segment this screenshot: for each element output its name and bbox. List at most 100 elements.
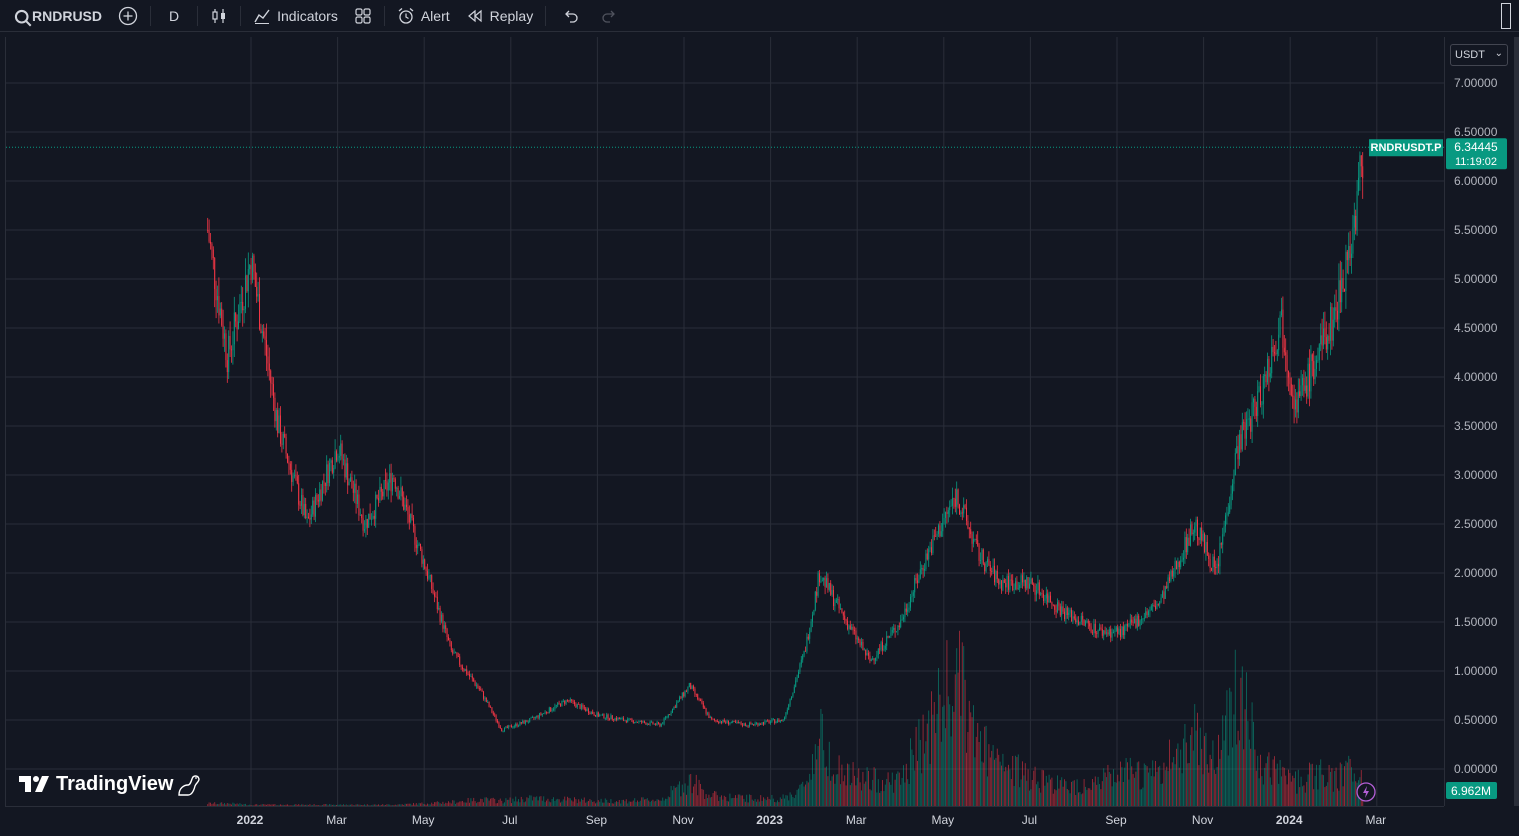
candle-body (709, 717, 711, 719)
volume-bar (404, 803, 406, 806)
replay-button[interactable]: Replay (458, 0, 542, 32)
candle-body (1115, 627, 1117, 631)
volume-bar (784, 798, 785, 806)
volume-bar (779, 797, 781, 806)
chart-pane[interactable]: RNDRUSDT.P (5, 37, 1445, 806)
volume-bar (912, 754, 914, 806)
indicators-label: Indicators (277, 7, 338, 24)
candle-body (1024, 579, 1026, 589)
compare-symbol-button[interactable] (110, 0, 146, 32)
search-icon (14, 9, 32, 26)
candle-body (240, 301, 242, 303)
chart-type-button[interactable] (202, 0, 236, 32)
volume-bar (960, 715, 962, 806)
candle-body (786, 709, 788, 713)
layouts-button[interactable] (346, 0, 380, 32)
candle-body (781, 720, 783, 721)
candle-body (1260, 386, 1261, 405)
indicators-button[interactable]: Indicators (245, 0, 346, 32)
volume-bar (1108, 771, 1110, 806)
volume-bar (1275, 769, 1277, 806)
candle-body (606, 714, 608, 718)
candle-body (637, 721, 638, 723)
volume-bar (1331, 768, 1333, 806)
undo-button[interactable] (550, 0, 592, 32)
side-scrollbar[interactable] (1514, 37, 1519, 806)
lightning-icon[interactable] (1356, 782, 1376, 802)
volume-bar (1120, 761, 1121, 806)
candle-body (243, 308, 245, 311)
volume-bar (942, 706, 944, 806)
volume-bar (508, 799, 510, 806)
volume-bar (718, 800, 720, 806)
volume-bar (492, 797, 494, 806)
volume-bar (1181, 773, 1183, 806)
maximize-button[interactable] (1501, 0, 1519, 32)
candle-body (847, 620, 848, 629)
volume-bar (861, 790, 862, 806)
candle-body (749, 722, 750, 727)
volume-bar (1215, 773, 1217, 806)
volume-bar (371, 805, 372, 806)
volume-bar (726, 800, 728, 806)
volume-bar (586, 801, 588, 806)
volume-bar (214, 802, 216, 806)
price-axis[interactable]: 7.00000 6.50000 6.00000 5.50000 5.00000 4.500… (1444, 37, 1519, 806)
candle-body (596, 712, 598, 717)
candle-body (315, 494, 316, 517)
volume-bar (785, 795, 787, 806)
candle-body (875, 657, 876, 661)
candle-body (247, 269, 249, 292)
candle-body (483, 691, 484, 699)
volume-bar (901, 777, 903, 806)
candle-body (600, 714, 602, 716)
candle-body (1050, 595, 1051, 603)
candle-body (1090, 626, 1092, 633)
volume-bar (894, 779, 896, 806)
price-chart[interactable]: RNDRUSDT.P (6, 37, 1445, 806)
candle-body (723, 719, 725, 722)
volume-bar (749, 794, 750, 806)
volume-bar (817, 745, 819, 806)
candle-body (1286, 355, 1288, 371)
volume-bar (1243, 749, 1245, 806)
volume-bar (1146, 766, 1148, 806)
candle-body (604, 717, 606, 719)
volume-bar (310, 805, 312, 806)
candle-body (228, 335, 230, 373)
candle-body (352, 488, 354, 493)
candle-body (757, 723, 759, 726)
candle-body (355, 483, 357, 505)
volume-bar (571, 800, 573, 806)
redo-button[interactable] (592, 0, 626, 32)
volume-bar (925, 741, 927, 806)
volume-bar (1208, 772, 1210, 806)
candle-body (1055, 609, 1057, 613)
candle-body (298, 483, 300, 505)
currency-select[interactable]: USDT ⌄ (1450, 44, 1508, 66)
candle-body (1125, 623, 1127, 627)
interval-button[interactable]: D (155, 0, 193, 32)
volume-bar (858, 768, 860, 806)
candle-body (838, 599, 840, 609)
candle-body (383, 479, 385, 497)
candle-body (386, 480, 388, 491)
undo-icon (562, 7, 580, 25)
candle-body (1309, 363, 1310, 392)
volume-bar (1005, 766, 1007, 806)
volume-bar (599, 801, 601, 806)
candle-body (1111, 632, 1113, 638)
symbol-search-button[interactable]: RNDRUSD (0, 0, 110, 32)
candle-body (463, 668, 465, 671)
volume-bar (984, 726, 986, 806)
volume-bar (578, 799, 580, 806)
time-axis[interactable]: 2022 Mar May Jul Sep Nov 2023 Mar May Jul Sep Nov 20… (5, 806, 1444, 835)
volume-bar (763, 797, 764, 806)
candle-body (627, 718, 629, 723)
alert-button[interactable]: Alert (389, 0, 458, 32)
volume-bar (1167, 770, 1169, 806)
time-tick-label: 2022 (237, 813, 264, 827)
candle-body (413, 517, 414, 527)
volume-bar (875, 768, 876, 806)
volume-bar (1303, 785, 1305, 806)
